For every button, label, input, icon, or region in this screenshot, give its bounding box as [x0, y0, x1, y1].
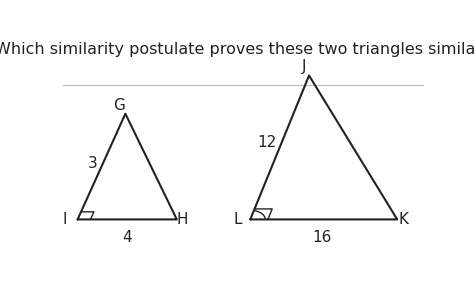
- Text: K: K: [398, 212, 408, 227]
- Text: 16: 16: [312, 230, 332, 245]
- Text: L: L: [233, 212, 242, 227]
- Text: 12: 12: [257, 135, 276, 150]
- Text: 3: 3: [88, 156, 98, 171]
- Text: G: G: [114, 98, 126, 113]
- Text: Which similarity postulate proves these two triangles similar?: Which similarity postulate proves these …: [0, 42, 474, 57]
- Text: H: H: [176, 212, 188, 227]
- Text: 4: 4: [122, 230, 132, 245]
- Text: I: I: [63, 212, 67, 227]
- Text: J: J: [301, 59, 306, 74]
